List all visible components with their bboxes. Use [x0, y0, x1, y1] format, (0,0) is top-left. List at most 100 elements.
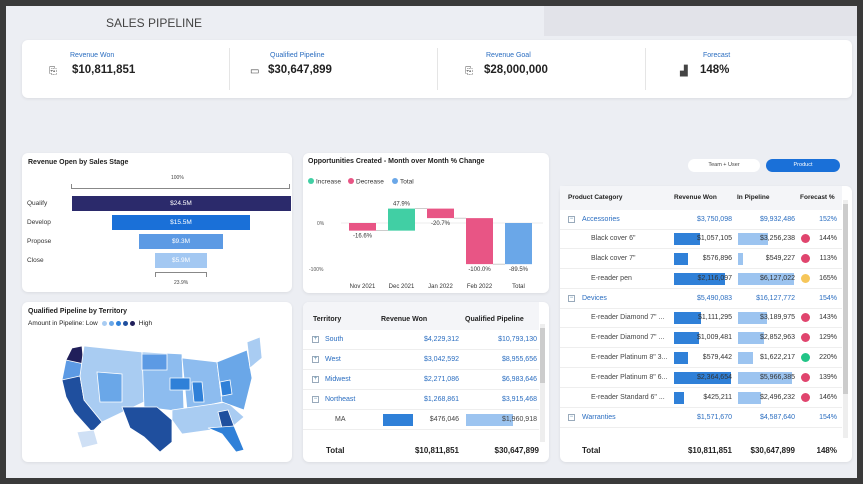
- col-revenue-won[interactable]: Revenue Won: [674, 194, 717, 201]
- revenue-won: $1,057,105: [696, 235, 732, 242]
- money-icon: ▭: [250, 66, 260, 77]
- product-row[interactable]: Black cover 6" $1,057,105 $3,256,238 144%: [560, 229, 842, 249]
- legend-marker: [308, 178, 314, 184]
- in-pipeline: $3,256,238: [759, 235, 795, 242]
- revenue-won: $476,046: [429, 416, 459, 423]
- waterfall-bar[interactable]: [505, 223, 532, 265]
- region-east: [216, 349, 253, 411]
- legend-label: Decrease: [356, 179, 384, 186]
- product-row[interactable]: E-reader Diamond 7" ... $1,009,481 $2,852,…: [560, 328, 842, 348]
- status-dot-icon: [801, 393, 810, 402]
- waterfall-bar[interactable]: [388, 208, 415, 231]
- qualified-pipeline: $3,915,468: [501, 396, 537, 403]
- funnel-bar[interactable]: $24.5M: [71, 196, 291, 211]
- revenue-bar: [674, 233, 700, 245]
- expand-icon[interactable]: +: [312, 356, 319, 363]
- col-in-pipeline[interactable]: In Pipeline: [737, 194, 770, 201]
- revenue-bar: [674, 312, 701, 324]
- kpi-label: Forecast: [703, 52, 731, 59]
- forecast: 152%: [819, 216, 837, 223]
- funnel-bar[interactable]: $15.5M: [111, 215, 251, 230]
- region-alaska: [76, 429, 99, 449]
- stage-label: Propose: [27, 238, 52, 245]
- table-row[interactable]: + West $3,042,592 $8,955,656: [303, 350, 539, 370]
- category-row[interactable]: − Warranties $1,571,670 $4,587,640 154%: [560, 408, 842, 428]
- table-row[interactable]: − Northeast $1,268,861 $3,915,468: [303, 390, 539, 410]
- product-row[interactable]: E-reader Standard 6" ... $425,211 $2,496,2…: [560, 388, 842, 408]
- ytick: -100%: [309, 267, 324, 273]
- us-map[interactable]: [22, 302, 292, 462]
- collapse-icon[interactable]: −: [312, 396, 319, 403]
- scrollbar[interactable]: [540, 324, 545, 442]
- xtick: Feb 2022: [467, 284, 493, 290]
- funnel-chart: 100% Qualify $24.5M Develop $15.5M Propose $9.…: [22, 153, 292, 292]
- pipeline-bar: [738, 352, 753, 364]
- kpi-value: 148%: [700, 64, 730, 76]
- forecast: 139%: [819, 374, 837, 381]
- product-name: E-reader pen: [591, 275, 632, 282]
- pipeline-bar: [738, 332, 765, 344]
- collapse-icon[interactable]: −: [568, 414, 575, 421]
- data-label: 47.9%: [393, 202, 411, 208]
- product-row[interactable]: E-reader Platinum 8" 3... $579,442 $1,622,…: [560, 348, 842, 368]
- revenue-won: $1,111,295: [698, 314, 732, 321]
- product-row[interactable]: E-reader pen $2,116,097 $6,127,022 165%: [560, 269, 842, 289]
- revenue-bar: [674, 392, 685, 404]
- in-pipeline: $6,127,022: [759, 275, 795, 282]
- map-card: Qualified Pipeline by Territory Amount i…: [22, 302, 292, 462]
- category-row[interactable]: − Devices $5,490,083 $16,127,772 154%: [560, 289, 842, 309]
- xtick: Nov 2021: [350, 284, 376, 290]
- scrollbar[interactable]: [843, 200, 848, 438]
- expand-icon[interactable]: +: [312, 376, 319, 383]
- pipeline-bar: [738, 253, 744, 265]
- waterfall-bar[interactable]: [349, 223, 376, 231]
- revenue-won: $4,229,312: [423, 336, 459, 343]
- total-row: Total $10,811,851 $30,647,899 148%: [560, 442, 842, 460]
- data-label: -16.6%: [353, 234, 373, 240]
- funnel-card: Revenue Open by Sales Stage 100% Qualify $…: [22, 153, 292, 292]
- table-row[interactable]: + Midwest $2,271,086 $6,983,646: [303, 370, 539, 390]
- legend-marker: [348, 178, 354, 184]
- col-qualified-pipeline[interactable]: Qualified Pipeline: [465, 316, 524, 323]
- toggle-team-user[interactable]: Team + User: [688, 159, 760, 172]
- col-territory[interactable]: Territory: [313, 316, 342, 323]
- status-dot-icon: [801, 254, 810, 263]
- pipeline-bar: [738, 233, 768, 245]
- divider: [229, 48, 230, 90]
- collapse-icon[interactable]: −: [568, 216, 575, 223]
- product-name: E-reader Standard 6" ...: [591, 394, 665, 401]
- stage-label: Qualify: [27, 200, 48, 207]
- funnel-bar[interactable]: $5.9M: [154, 253, 208, 268]
- collapse-icon[interactable]: −: [568, 295, 575, 302]
- region-illinois: [191, 381, 205, 403]
- table-row[interactable]: + South $4,229,312 $10,793,130: [303, 330, 539, 350]
- funnel-title: Revenue Open by Sales Stage: [28, 159, 129, 166]
- revenue-won: $425,211: [703, 394, 732, 401]
- col-forecast[interactable]: Forecast %: [800, 194, 835, 201]
- product-row[interactable]: E-reader Diamond 7" ... $1,111,295 $3,189,…: [560, 308, 842, 328]
- waterfall-bar[interactable]: [466, 218, 493, 265]
- product-row[interactable]: E-reader Platinum 8" 6... $2,364,654 $5,96…: [560, 368, 842, 388]
- revenue-bar: [674, 352, 689, 364]
- category-name: Accessories: [582, 216, 620, 223]
- category-row[interactable]: − Accessories $3,750,098 $9,932,486 152%: [560, 210, 842, 230]
- col-revenue-won[interactable]: Revenue Won: [381, 316, 428, 323]
- status-dot-icon: [801, 234, 810, 243]
- legend-dot: [129, 321, 135, 326]
- xtick: Jan 2022: [428, 284, 453, 290]
- funnel-bar[interactable]: $9.3M: [139, 234, 223, 249]
- region-iowa: [169, 377, 191, 391]
- kpi-value: $28,000,000: [484, 64, 548, 76]
- in-pipeline: $5,966,385: [759, 374, 795, 381]
- region-texas: [121, 406, 173, 453]
- product-row[interactable]: Black cover 7" $576,896 $549,227 113%: [560, 249, 842, 269]
- data-label: -100.0%: [468, 267, 491, 273]
- waterfall-bar[interactable]: [427, 208, 454, 219]
- expand-icon[interactable]: +: [312, 336, 319, 343]
- col-product-category[interactable]: Product Category: [568, 194, 623, 201]
- pipeline-bar: [738, 273, 794, 285]
- toggle-product[interactable]: Product: [766, 159, 840, 172]
- dashboard: SALES PIPELINE Revenue Won ⎘ $10,811,851…: [6, 6, 857, 478]
- legend-dot: [108, 321, 114, 326]
- table-row[interactable]: MA $476,046 $1,960,918: [303, 410, 539, 430]
